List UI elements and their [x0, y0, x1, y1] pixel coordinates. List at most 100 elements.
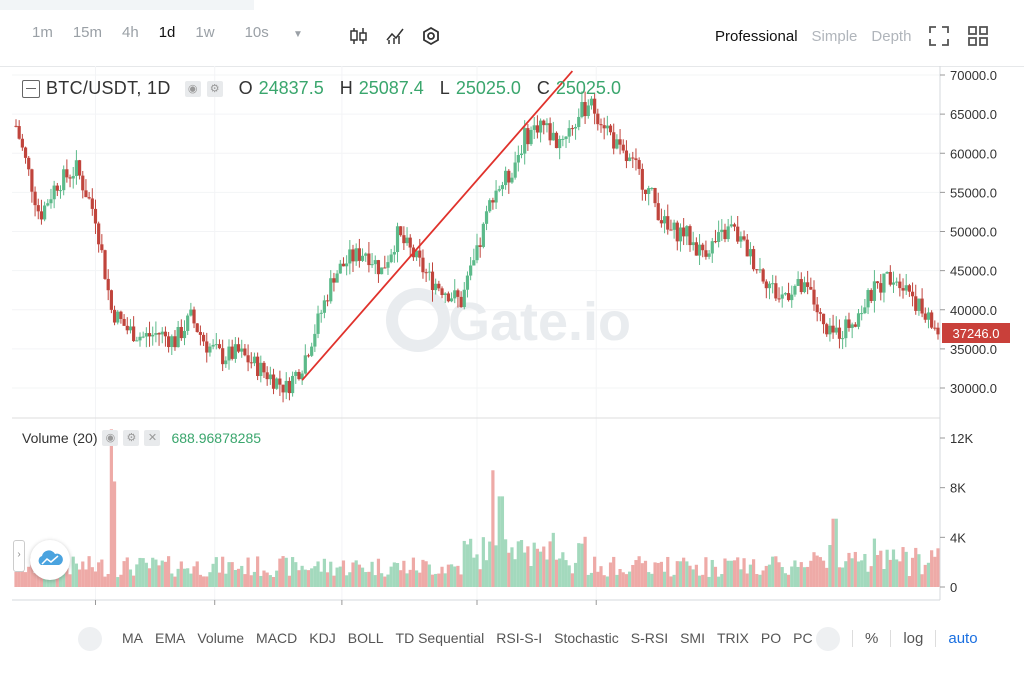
candle-body: [481, 223, 485, 247]
candle-body: [211, 344, 215, 347]
indicator-chart-icon[interactable]: [384, 25, 406, 47]
expand-sidebar-button[interactable]: ›: [13, 540, 25, 572]
candle-body: [33, 191, 37, 206]
volume-bar: [112, 481, 117, 587]
eye-icon[interactable]: ◉: [102, 430, 119, 446]
candle-body: [904, 285, 908, 291]
candle-body: [386, 262, 390, 268]
candle-body: [227, 346, 231, 361]
volume-bar: [484, 560, 489, 587]
candle-body: [268, 374, 272, 380]
volume-bar: [669, 576, 673, 587]
indicator-po[interactable]: PO: [760, 630, 782, 646]
candle-body: [116, 311, 120, 323]
indicator-ema[interactable]: EMA: [155, 630, 186, 646]
candle-body: [484, 211, 489, 224]
volume-bar: [516, 541, 520, 587]
candle-body: [796, 279, 800, 286]
volume-bar: [643, 560, 648, 587]
candle-body: [860, 313, 864, 315]
tab-professional[interactable]: Professional: [715, 28, 798, 45]
indicator-kdj[interactable]: KDJ: [309, 630, 336, 646]
fullscreen-icon[interactable]: [928, 25, 952, 49]
view-mode-tabs: Professional Simple Depth: [715, 28, 911, 45]
candle-body: [453, 290, 457, 299]
candle-body: [748, 249, 753, 257]
volume-bar: [364, 572, 368, 587]
candle-body: [535, 125, 540, 133]
volume-bar: [647, 572, 651, 587]
volume-bar: [230, 562, 234, 587]
candle-body: [27, 157, 31, 170]
indicator-volume[interactable]: Volume: [197, 630, 245, 646]
candle-body: [815, 304, 819, 313]
scroll-left-button[interactable]: [78, 627, 102, 651]
indicator-s-rsi[interactable]: S-RSI: [630, 630, 669, 646]
volume-bar: [62, 566, 66, 587]
candle-body: [170, 336, 174, 348]
candle-body: [694, 242, 698, 256]
volume-bar: [853, 551, 857, 587]
gear-icon[interactable]: ⚙: [123, 430, 140, 446]
price-chart[interactable]: Gate.io 70000.0 65000.0 60000.0 55000.0 5000…: [12, 66, 1012, 606]
indicator-rsi-s-i[interactable]: RSI-S-I: [496, 630, 543, 646]
layout-grid-icon[interactable]: [967, 25, 991, 49]
settings-icon[interactable]: [420, 25, 442, 47]
indicator-pc[interactable]: PC: [793, 630, 813, 646]
scroll-right-button[interactable]: [816, 627, 840, 651]
candle-body: [472, 260, 476, 266]
candle-body: [653, 187, 657, 204]
interval-1w[interactable]: 1w: [195, 24, 215, 41]
eye-icon[interactable]: ◉: [184, 80, 201, 97]
close-icon[interactable]: ✕: [144, 430, 161, 446]
candle-body: [449, 298, 454, 302]
candle-body: [402, 235, 406, 244]
indicator-boll[interactable]: BOLL: [347, 630, 384, 646]
collapse-icon[interactable]: [22, 79, 40, 98]
volume-bar: [837, 567, 842, 587]
volume-bar: [605, 576, 609, 587]
percent-toggle[interactable]: %: [852, 630, 890, 647]
candle-body: [631, 157, 635, 159]
candle-body: [322, 300, 326, 313]
indicator-smi[interactable]: SMI: [680, 630, 705, 646]
indicator-stochastic[interactable]: Stochastic: [554, 630, 619, 646]
indicator-macd[interactable]: MACD: [256, 630, 298, 646]
volume-bar: [589, 572, 594, 587]
volume-bar: [81, 561, 85, 587]
interval-1d[interactable]: 1d: [158, 24, 176, 41]
gear-icon[interactable]: ⚙: [206, 80, 223, 97]
candle-body: [138, 336, 142, 341]
candle-body: [157, 333, 161, 335]
price-tick-label: 45000.0: [950, 264, 997, 279]
candle-body: [275, 378, 279, 389]
high-value: 25087.4: [358, 78, 424, 98]
volume-bar: [891, 549, 896, 587]
interval-1m[interactable]: 1m: [32, 24, 53, 41]
log-toggle[interactable]: log: [890, 630, 935, 647]
trendline[interactable]: [301, 70, 574, 381]
candle-body: [281, 384, 285, 393]
candle-body: [297, 371, 301, 380]
indicator-td-sequential[interactable]: TD Sequential: [395, 630, 485, 646]
tab-depth[interactable]: Depth: [871, 28, 912, 45]
auto-toggle[interactable]: auto: [935, 630, 989, 647]
interval-4h[interactable]: 4h: [122, 24, 139, 41]
interval-15m[interactable]: 15m: [72, 24, 103, 41]
volume-bar: [348, 572, 352, 587]
candlestick-icon[interactable]: [348, 25, 370, 47]
volume-bar: [682, 557, 686, 587]
indicator-trix[interactable]: TRIX: [716, 630, 749, 646]
candle-body: [717, 232, 721, 243]
volume-bar: [322, 558, 326, 587]
interval-10s-dropdown[interactable]: 10s ▼: [225, 24, 323, 41]
candle-body: [538, 120, 543, 133]
candle-body: [103, 250, 107, 279]
tab-simple[interactable]: Simple: [811, 28, 858, 45]
indicator-ma[interactable]: MA: [122, 630, 143, 646]
candle-body: [647, 188, 651, 194]
volume-bar: [561, 552, 565, 587]
price-axis: 70000.0 65000.0 60000.0 55000.0 50000.0 45000…: [940, 68, 997, 396]
cloud-chart-button[interactable]: [30, 540, 70, 580]
candle-body: [910, 291, 915, 297]
